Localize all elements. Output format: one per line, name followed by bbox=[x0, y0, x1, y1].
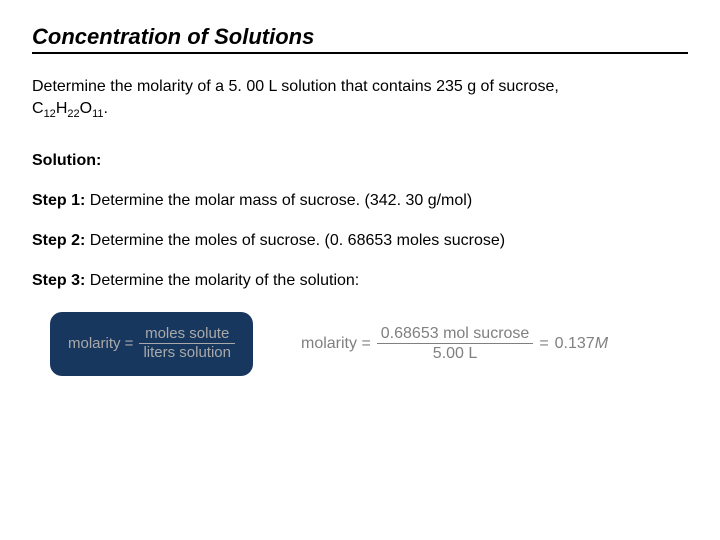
calc-numerator: 0.68653 mol sucrose bbox=[377, 325, 534, 344]
problem-statement: Determine the molarity of a 5. 00 L solu… bbox=[32, 76, 688, 122]
step-3-label: Step 3: bbox=[32, 272, 85, 289]
molarity-calculation: molarity = 0.68653 mol sucrose 5.00 L = … bbox=[301, 325, 608, 363]
calc-result-unit: M bbox=[595, 335, 608, 353]
formula-c-sub: 12 bbox=[44, 108, 56, 120]
step-2: Step 2: Determine the moles of sucrose. … bbox=[32, 232, 688, 250]
formula-period: . bbox=[104, 100, 108, 117]
solution-heading: Solution: bbox=[32, 152, 688, 170]
calc-result-value: 0.137 bbox=[555, 335, 595, 353]
step-1: Step 1: Determine the molar mass of sucr… bbox=[32, 192, 688, 210]
page-title: Concentration of Solutions bbox=[32, 24, 688, 54]
formula-c: C bbox=[32, 100, 44, 117]
molarity-denominator: liters solution bbox=[139, 344, 235, 362]
molarity-numerator: moles solute bbox=[141, 326, 233, 344]
formula-h-sub: 22 bbox=[67, 108, 79, 120]
formula-row: molarity = moles solute liters solution … bbox=[32, 312, 688, 376]
step-3: Step 3: Determine the molarity of the so… bbox=[32, 272, 688, 290]
calc-fraction: 0.68653 mol sucrose 5.00 L bbox=[377, 325, 534, 363]
formula-o-sub: 11 bbox=[92, 108, 103, 120]
molarity-lhs: molarity = bbox=[68, 335, 133, 352]
step-2-label: Step 2: bbox=[32, 232, 85, 249]
calc-equals: = bbox=[539, 335, 548, 353]
molarity-definition-box: molarity = moles solute liters solution bbox=[50, 312, 253, 376]
step-1-label: Step 1: bbox=[32, 192, 85, 209]
step-3-text: Determine the molarity of the solution: bbox=[85, 272, 359, 289]
calc-denominator: 5.00 L bbox=[429, 344, 481, 363]
step-1-text: Determine the molar mass of sucrose. (34… bbox=[85, 192, 472, 209]
problem-text: Determine the molarity of a 5. 00 L solu… bbox=[32, 78, 559, 95]
molarity-fraction: moles solute liters solution bbox=[139, 326, 235, 362]
formula-o: O bbox=[80, 100, 92, 117]
formula-h: H bbox=[56, 100, 68, 117]
step-2-text: Determine the moles of sucrose. (0. 6865… bbox=[85, 232, 505, 249]
calc-lhs: molarity = bbox=[301, 335, 371, 353]
